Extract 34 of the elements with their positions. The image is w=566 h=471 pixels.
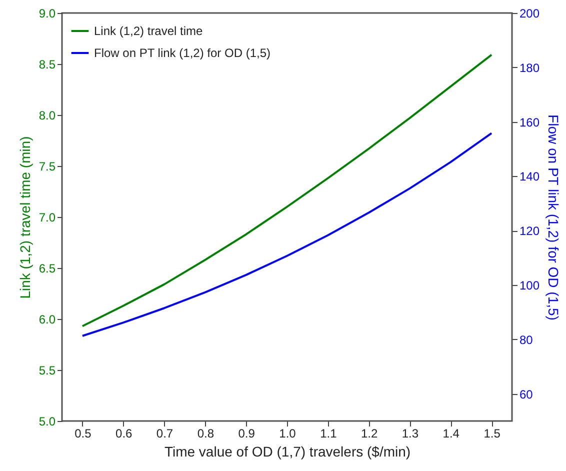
x-tick-label: 1.4 [442,426,460,440]
x-tick-label: 0.9 [238,426,256,440]
y2-tick-label: 60 [520,387,534,402]
y2-tick-label: 120 [520,224,540,238]
legend-label: Flow on PT link (1,2) for OD (1,5) [94,46,270,60]
x-tick-label: 1.1 [320,426,338,440]
x-tick-label: 0.7 [156,426,174,440]
x-tick-label: 1.5 [484,426,501,440]
y-tick-label: 7.5 [38,160,56,174]
y-tick-label: 5.5 [38,364,56,378]
y-tick-label: 7.0 [38,210,56,224]
x-tick-label: 1.3 [402,426,419,440]
legend-label: Link (1,2) travel time [94,24,204,38]
y2-tick-label: 180 [520,60,540,75]
x-tick-label: 1.2 [360,426,378,440]
y2-tick-label: 140 [520,170,540,184]
y-tick-label: 6.0 [38,312,56,326]
x-tick-label: 0.5 [74,426,92,440]
line-series [81,132,493,337]
x-tick-label: 0.8 [197,426,214,440]
y2-tick-label: 200 [520,6,540,20]
y2-axis-title: Flow on PT link (1,2) for OD (1,5) [546,114,562,320]
x-tick-label: 1.0 [279,426,296,440]
x-tick-label: 0.6 [116,426,133,440]
y-tick-label: 9.0 [38,6,56,20]
y-tick-label: 8.0 [38,108,56,122]
y2-tick-label: 80 [520,332,534,347]
y-tick-label: 5.0 [38,414,56,428]
y-tick-label: 6.5 [38,262,56,276]
y-tick-label: 8.5 [38,58,56,72]
y-axis-title: Link (1,2) travel time (min) [16,136,33,299]
y2-tick-label: 160 [520,115,540,130]
y2-tick-label: 100 [520,278,540,292]
x-axis-title: Time value of OD (1,7) travelers ($/min) [164,444,411,460]
